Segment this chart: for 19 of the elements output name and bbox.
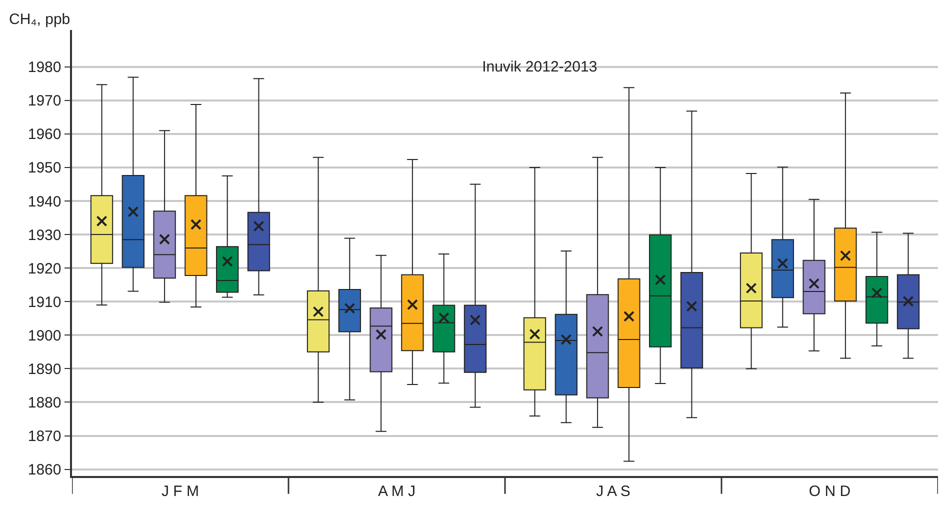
x-tick-label: A M J xyxy=(378,482,416,500)
y-tick-label: 1940 xyxy=(28,193,62,210)
x-tick-label: O N D xyxy=(808,482,851,500)
y-tick-label: 1910 xyxy=(28,294,62,311)
x-tick-label: J A S xyxy=(596,482,630,500)
y-tick-label: 1970 xyxy=(28,92,62,110)
y-tick-label: 1880 xyxy=(28,394,62,412)
y-tick-label: 1900 xyxy=(28,327,62,344)
y-tick-label: 1950 xyxy=(28,160,62,177)
y-tick-label: 1960 xyxy=(28,126,62,144)
y-tick-label: 1980 xyxy=(28,59,62,76)
y-tick-label: 1860 xyxy=(28,462,62,479)
y-tick-label: 1890 xyxy=(28,360,62,378)
y-tick-label: 1930 xyxy=(28,226,62,244)
text: Inuvik 2012-2013 xyxy=(482,58,598,76)
x-tick-label: J F M xyxy=(162,482,199,500)
y-tick-label: 1870 xyxy=(28,428,62,446)
y-axis-title: CH₄, ppb xyxy=(9,11,70,28)
y-tick-label: 1920 xyxy=(28,260,62,278)
